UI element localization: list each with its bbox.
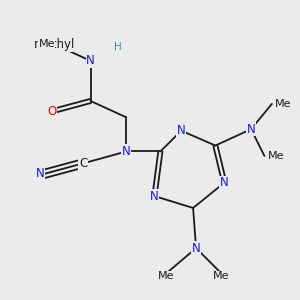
Text: N: N	[220, 176, 229, 189]
Text: Me: Me	[158, 271, 175, 281]
Text: H: H	[114, 43, 122, 52]
Text: N: N	[192, 242, 200, 255]
Text: N: N	[177, 124, 186, 137]
Text: O: O	[47, 105, 56, 118]
Text: methyl: methyl	[35, 40, 72, 50]
Text: Me: Me	[267, 151, 284, 161]
Text: N: N	[36, 167, 44, 180]
Text: N: N	[122, 145, 130, 158]
Text: Me: Me	[38, 40, 55, 50]
Text: methyl: methyl	[34, 38, 76, 51]
Text: N: N	[150, 190, 159, 202]
Text: Me: Me	[213, 271, 230, 281]
Text: N: N	[86, 54, 95, 67]
Text: C: C	[79, 157, 87, 170]
Text: Me: Me	[275, 99, 291, 109]
Text: N: N	[247, 123, 255, 136]
